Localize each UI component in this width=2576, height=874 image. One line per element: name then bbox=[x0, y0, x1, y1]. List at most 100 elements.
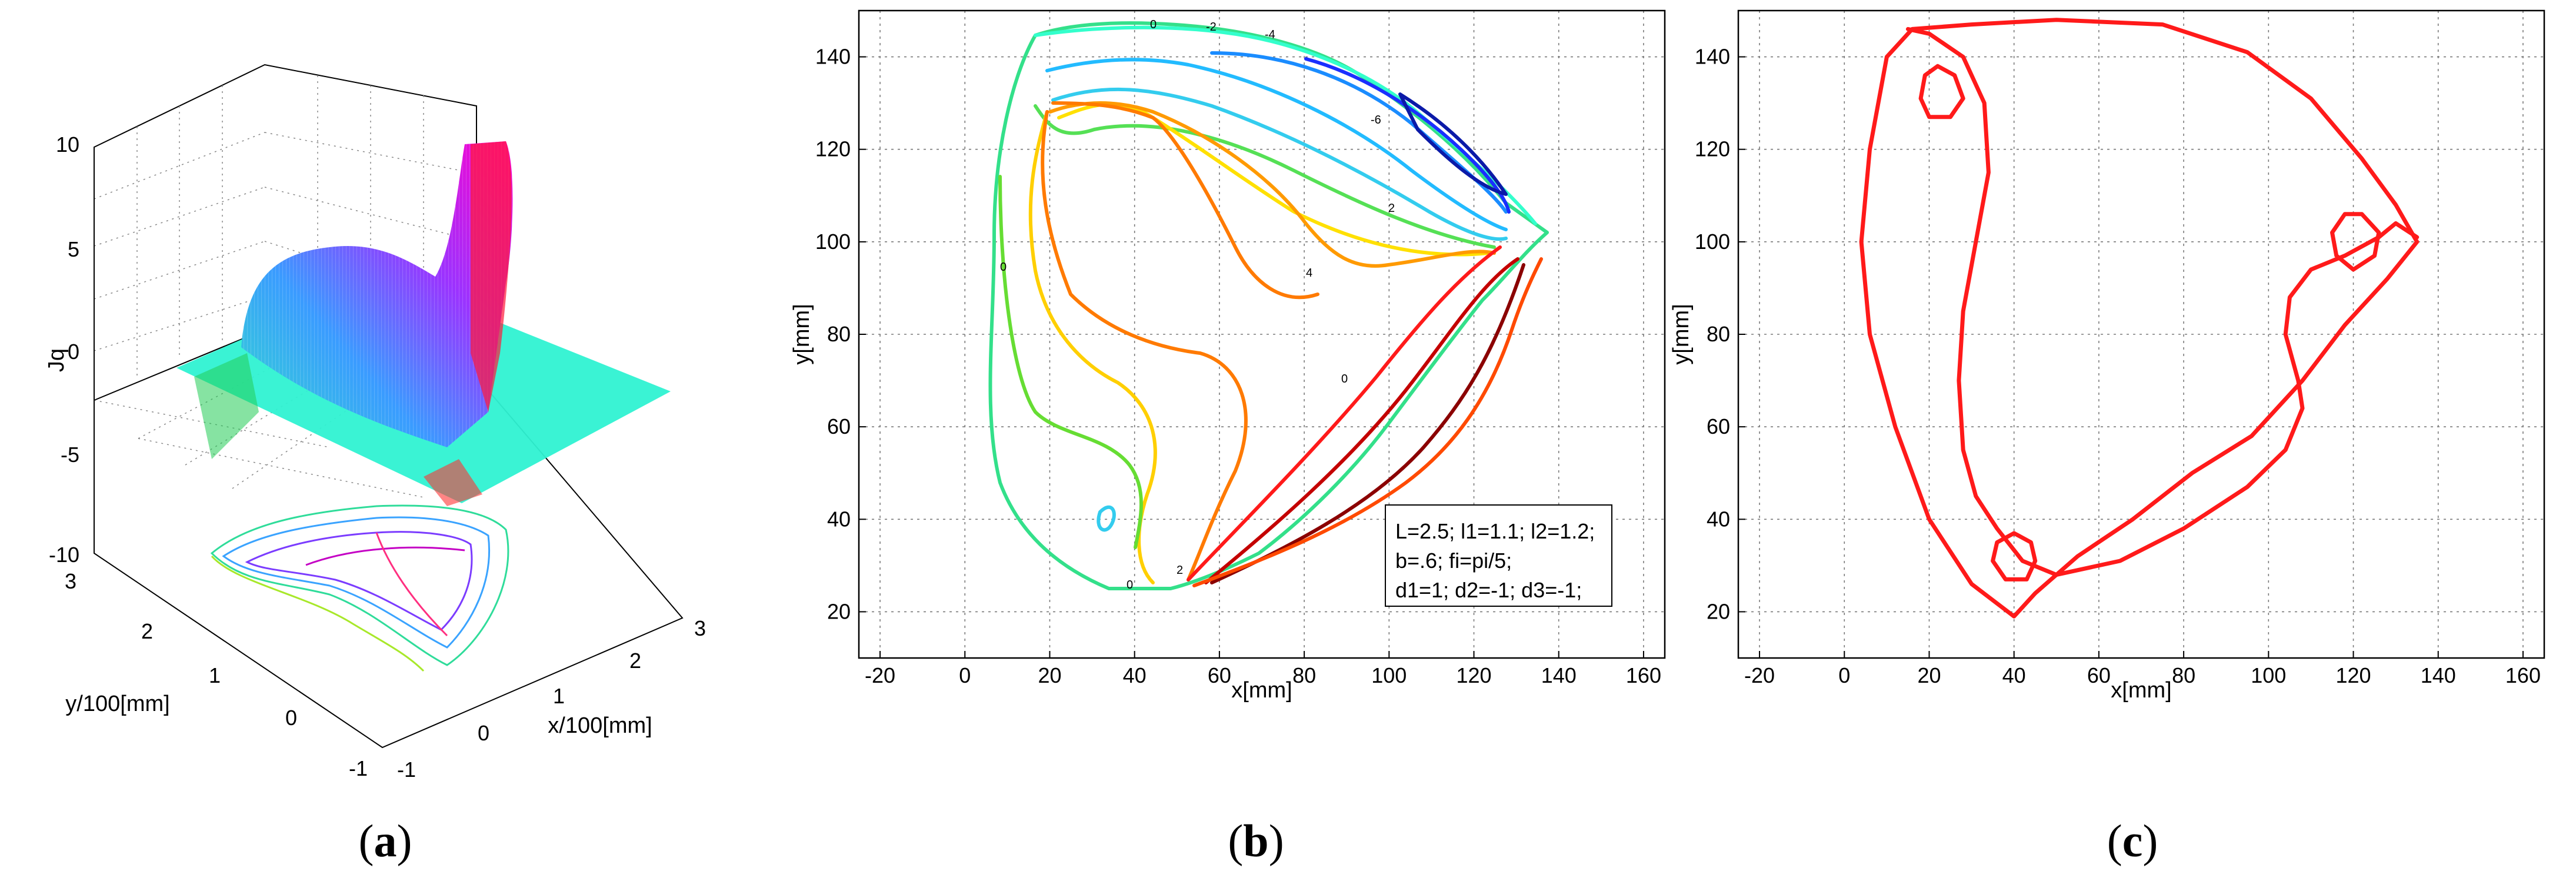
contour-line-neg6 bbox=[1304, 57, 1511, 214]
contour-loop bbox=[1097, 505, 1116, 532]
x-tick-label: 2 bbox=[629, 649, 641, 673]
y-tick-label: 80 bbox=[827, 322, 851, 346]
panel-label-a: (a) bbox=[359, 815, 412, 866]
y-tick-label: 0 bbox=[285, 706, 297, 730]
x-tick-label: 20 bbox=[1038, 663, 1061, 687]
y-tick-label: 20 bbox=[827, 599, 851, 623]
x-tick-label: 80 bbox=[1292, 663, 1316, 687]
parameter-annotation-box: L=2.5; l1=1.1; l2=1.2; b=.6; fi=pi/5; d1… bbox=[1385, 504, 1612, 607]
outline-curve bbox=[1859, 18, 2420, 619]
contour-level-label: 2 bbox=[1177, 564, 1183, 577]
panel-c-outline-plot: -20 0 20 40 60 80 100 120 140 160 20 40 60 80 100 120 14… bbox=[1669, 9, 2545, 703]
z-tick-label: 10 bbox=[56, 132, 79, 157]
svg-text:(c): (c) bbox=[2107, 815, 2158, 866]
outline-curve bbox=[1918, 64, 1965, 119]
panel-label-b: (b) bbox=[1228, 815, 1284, 866]
contour-level-label: -6 bbox=[1371, 114, 1381, 127]
contour-level-label: -4 bbox=[1265, 28, 1275, 41]
contour-line-inner-2 bbox=[1028, 110, 1157, 584]
surface-red-dip bbox=[424, 459, 482, 506]
outline-ticks: -20 0 20 40 60 80 100 120 140 160 20 40 60 80 100 120 14… bbox=[1695, 45, 2541, 687]
y-tick-label: 100 bbox=[815, 230, 851, 254]
x-tick-label: 1 bbox=[553, 684, 565, 708]
x-tick-label: 140 bbox=[1541, 663, 1577, 687]
x-tick-label: 100 bbox=[2251, 663, 2286, 687]
contour-level-label: 0 bbox=[1341, 373, 1348, 386]
surface-box-front bbox=[94, 147, 684, 749]
contour-line-darkred-2 bbox=[1210, 263, 1525, 584]
x-axis-label: x[mm] bbox=[1231, 678, 1292, 703]
x-tick-label: 120 bbox=[2335, 663, 2371, 687]
contour-line-0 bbox=[988, 21, 1549, 590]
contour-line-red bbox=[1187, 245, 1502, 581]
svg-text:(b): (b) bbox=[1228, 815, 1284, 866]
contour-lines bbox=[988, 21, 1549, 590]
z-tick-label: -5 bbox=[61, 443, 79, 467]
x-tick-label: -20 bbox=[1744, 663, 1775, 687]
y-tick-label: 3 bbox=[65, 569, 76, 593]
x-tick-label: 40 bbox=[1123, 663, 1147, 687]
outline-series bbox=[1859, 18, 2420, 619]
x-tick-label: 60 bbox=[2087, 663, 2111, 687]
surface-contour-projection bbox=[210, 504, 509, 672]
annotation-line: b=.6; fi=pi/5; bbox=[1395, 549, 1512, 573]
contour-line-green bbox=[1034, 104, 1496, 249]
x-tick-label: 0 bbox=[959, 663, 971, 687]
z-tick-label: -10 bbox=[49, 543, 79, 567]
contour-line-darkred bbox=[1204, 257, 1519, 584]
y-tick-label: 2 bbox=[141, 619, 153, 643]
x-tick-label: 20 bbox=[1917, 663, 1941, 687]
y-tick-label: 60 bbox=[827, 414, 851, 438]
contour-line-neg2 bbox=[1045, 58, 1508, 231]
x-tick-label: 0 bbox=[478, 721, 489, 745]
panel-b-contour-plot: -20 0 20 40 60 80 100 120 140 1602040608010012014… bbox=[789, 9, 1666, 703]
x-axis-label: x[mm] bbox=[2111, 678, 2171, 703]
surface-red-ridge bbox=[471, 141, 512, 412]
contour-ticks: -20 0 20 40 60 80 100 120 140 1602040608010012014… bbox=[815, 45, 1661, 687]
contour-line-inner-0 bbox=[998, 175, 1143, 549]
y-tick-label: -1 bbox=[349, 756, 368, 780]
z-axis-label: Jq bbox=[44, 348, 69, 372]
panel-label-c: (c) bbox=[2107, 815, 2158, 866]
x-tick-label: 80 bbox=[2172, 663, 2195, 687]
y-tick-label: 60 bbox=[1707, 414, 1730, 438]
contour-line-neg4 bbox=[1210, 51, 1508, 214]
y-tick-label: 40 bbox=[1707, 507, 1730, 531]
x-tick-label: 100 bbox=[1371, 663, 1407, 687]
annotation-line: L=2.5; l1=1.1; l2=1.2; bbox=[1395, 519, 1595, 543]
contour-level-label: 4 bbox=[1306, 267, 1312, 280]
y-tick-label: 40 bbox=[827, 507, 851, 531]
y-axis-label: y[mm] bbox=[1669, 304, 1694, 364]
contour-line-4b bbox=[1051, 101, 1319, 300]
panel-a-surface-plot: 10 5 0 -5 -10 Jq 3 2 1 0 -1 y/100[mm] -1… bbox=[44, 64, 706, 782]
y-tick-label: 120 bbox=[815, 137, 851, 161]
contour-level-label: 2 bbox=[1388, 202, 1395, 215]
x-tick-label: -1 bbox=[397, 757, 416, 782]
contour-line-neg1 bbox=[1051, 87, 1508, 241]
y-tick-label: 140 bbox=[1695, 45, 1730, 69]
z-tick-label: 5 bbox=[68, 237, 79, 261]
y-tick-label: 100 bbox=[1695, 230, 1730, 254]
outline-curve bbox=[1905, 26, 2420, 577]
y-tick-label: 120 bbox=[1695, 137, 1730, 161]
y-tick-label: 1 bbox=[209, 663, 221, 687]
x-tick-label: 160 bbox=[1626, 663, 1661, 687]
surface-green-dip bbox=[194, 353, 259, 459]
svg-text:(a): (a) bbox=[359, 815, 412, 866]
annotation-line: d1=1; d2=-1; d3=-1; bbox=[1395, 578, 1582, 602]
x-tick-label: 120 bbox=[1456, 663, 1491, 687]
surface-dome-mesh bbox=[241, 141, 513, 447]
contour-line-inner-4 bbox=[1041, 110, 1248, 581]
x-tick-label: -20 bbox=[865, 663, 895, 687]
contour-level-label: 0 bbox=[1000, 261, 1007, 274]
y-tick-label: 140 bbox=[815, 45, 851, 69]
x-tick-label: 60 bbox=[1208, 663, 1231, 687]
x-tick-label: 0 bbox=[1838, 663, 1850, 687]
contour-level-label: 0 bbox=[1150, 18, 1157, 31]
contour-line-neg8 bbox=[1398, 92, 1508, 196]
outline-curve bbox=[1991, 531, 2038, 581]
contour-level-label: -2 bbox=[1206, 21, 1217, 34]
contour-line-4 bbox=[1048, 101, 1496, 268]
contour-line-orange-red bbox=[1192, 257, 1543, 587]
x-axis-label: x/100[mm] bbox=[548, 713, 652, 738]
